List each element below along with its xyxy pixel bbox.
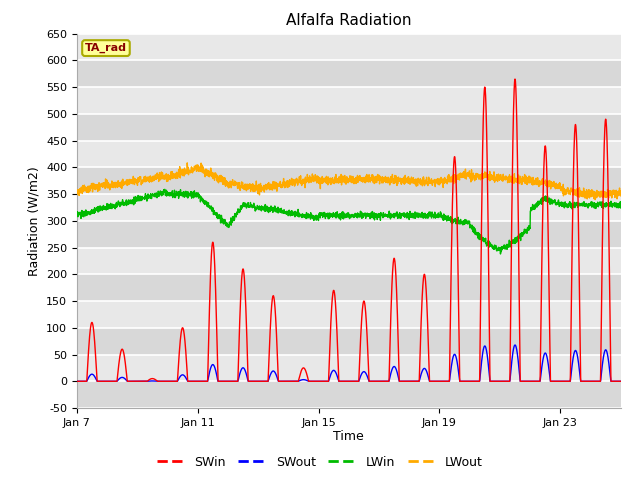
Bar: [77, 355, 621, 381]
Bar: [77, 168, 621, 194]
Bar: [77, 141, 621, 168]
Bar: [77, 328, 621, 355]
Title: Alfalfa Radiation: Alfalfa Radiation: [286, 13, 412, 28]
Bar: [77, 381, 621, 408]
Legend: SWin, SWout, LWin, LWout: SWin, SWout, LWin, LWout: [152, 451, 488, 474]
Bar: [77, 248, 621, 274]
Bar: [77, 194, 621, 221]
Text: TA_rad: TA_rad: [85, 43, 127, 53]
Bar: [77, 34, 621, 60]
Bar: [77, 221, 621, 248]
Bar: [77, 301, 621, 328]
Y-axis label: Radiation (W/m2): Radiation (W/m2): [28, 166, 40, 276]
Bar: [77, 114, 621, 141]
X-axis label: Time: Time: [333, 431, 364, 444]
Bar: [77, 274, 621, 301]
Bar: [77, 60, 621, 87]
Bar: [77, 87, 621, 114]
